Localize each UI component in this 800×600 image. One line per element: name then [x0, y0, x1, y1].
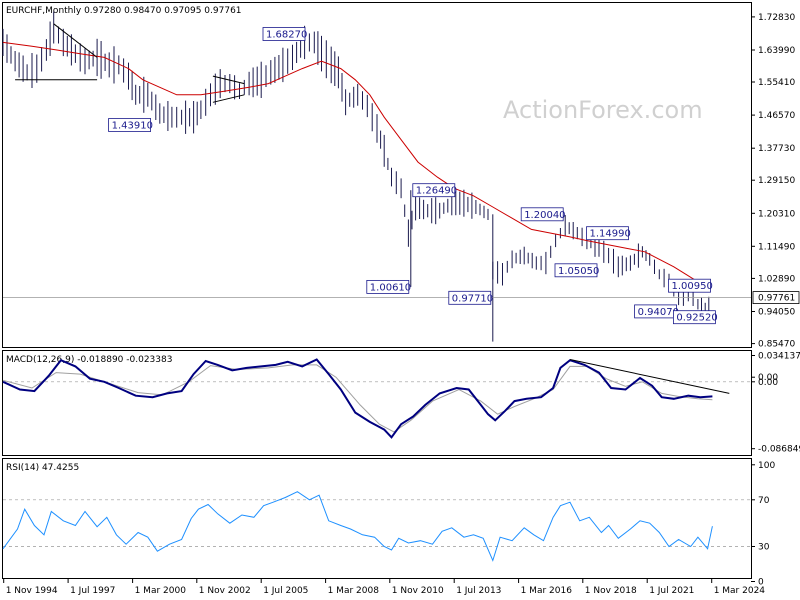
rsi-y-tick-label: 100	[758, 461, 775, 471]
price-y-tick-label: 0.94050	[758, 308, 795, 318]
price-y-tick-label: 1.37730	[758, 144, 795, 154]
price-y-tick-label: 1.46570	[758, 111, 795, 121]
price-y-tick-label: 0.85470	[758, 340, 795, 350]
x-tick-label: 1 Jul 1997	[70, 586, 115, 596]
price-y-tick-label: 1.63990	[758, 46, 795, 56]
price-label-box	[673, 310, 716, 325]
price-label-box	[668, 278, 711, 293]
x-tick-label: 1 Mar 2000	[135, 586, 187, 596]
x-tick-label: 1 Nov 1994	[6, 586, 58, 596]
x-tick-label: 1 Jul 2013	[456, 586, 501, 596]
price-panel	[2, 2, 752, 348]
price-layer: 1.68270 1.43910 1.26490 1.00610 0.97710 1.200…	[2, 11, 751, 342]
rsi-line	[2, 491, 713, 562]
macd-panel	[2, 350, 752, 456]
x-tick-label: 1 Nov 2010	[392, 586, 444, 596]
price-label-box	[108, 118, 151, 132]
price-label-box	[262, 27, 306, 41]
macd-layer	[2, 358, 751, 439]
macd-y-tick-label: -0.086849	[758, 445, 800, 455]
macd-y-tick-label: 0.00	[758, 378, 778, 388]
macd-y-tick-label: 0.00	[758, 373, 778, 383]
price-label-box	[448, 290, 492, 305]
trendline	[212, 75, 245, 85]
price-label-box	[412, 183, 456, 198]
price-label: 1.26490	[416, 186, 457, 197]
price-label: 1.00950	[672, 281, 713, 292]
macd-y-tick-label: 0.034137	[758, 352, 800, 362]
x-tick-label: 1 Mar 2024	[714, 586, 766, 596]
macd-header: MACD(12,26,9) -0.018890 -0.023383	[6, 355, 172, 365]
price-label: 1.43910	[112, 121, 153, 132]
trendline	[212, 94, 245, 103]
price-label: 1.00610	[370, 282, 411, 293]
price-y-tick-label: 1.29150	[758, 176, 795, 186]
price-y-tick-label: 1.55410	[758, 78, 795, 88]
price-label: 1.05050	[558, 266, 599, 277]
price-y-tick-label: 1.72830	[758, 13, 795, 23]
price-header: EURCHF,Monthly 0.97280 0.98470 0.97095 0…	[6, 6, 242, 16]
price-label-box	[554, 263, 598, 278]
x-tick-label: 1 Jul 2005	[263, 586, 308, 596]
price-y-tick-label: 1.20310	[758, 209, 795, 219]
price-label: 0.92520	[676, 313, 717, 324]
x-tick-label: 1 Jul 2021	[649, 586, 694, 596]
watermark: ActionForex.com	[503, 96, 703, 124]
rsi-panel	[2, 458, 752, 579]
price-y-tick-label: 1.11490	[758, 242, 795, 252]
current-price-box	[752, 291, 800, 305]
rsi-y-tick-label: 30	[758, 543, 770, 553]
price-label: 1.20040	[524, 210, 565, 221]
price-label: 1.68270	[266, 30, 307, 41]
rsi-header: RSI(14) 47.4255	[6, 463, 79, 473]
axis-layer: 1.72830 1.63990 1.55410 1.46570 1.37730 1.291…	[3, 13, 800, 596]
price-label: 0.94070	[638, 307, 679, 318]
x-tick-label: 1 Nov 2018	[585, 586, 637, 596]
rsi-y-tick-label: 70	[758, 496, 770, 506]
price-label-box	[520, 207, 564, 222]
trendline	[53, 23, 98, 58]
price-label: 1.14990	[590, 229, 631, 240]
price-label-box	[366, 279, 410, 294]
macd-trendline	[569, 359, 730, 394]
x-tick-label: 1 Nov 2002	[199, 586, 251, 596]
price-y-tick-label: 1.02890	[758, 274, 795, 284]
price-label-box	[586, 226, 629, 241]
price-label: 0.97710	[452, 293, 493, 304]
rsi-y-tick-label: 0	[758, 578, 764, 588]
x-tick-label: 1 Mar 2016	[521, 586, 573, 596]
moving-average-line	[2, 41, 699, 283]
macd-signal-line	[2, 364, 713, 433]
macd-line	[2, 358, 713, 439]
current-price-label: 0.97761	[758, 294, 795, 304]
rsi-layer	[2, 491, 751, 562]
x-tick-label: 1 Mar 2008	[328, 586, 380, 596]
